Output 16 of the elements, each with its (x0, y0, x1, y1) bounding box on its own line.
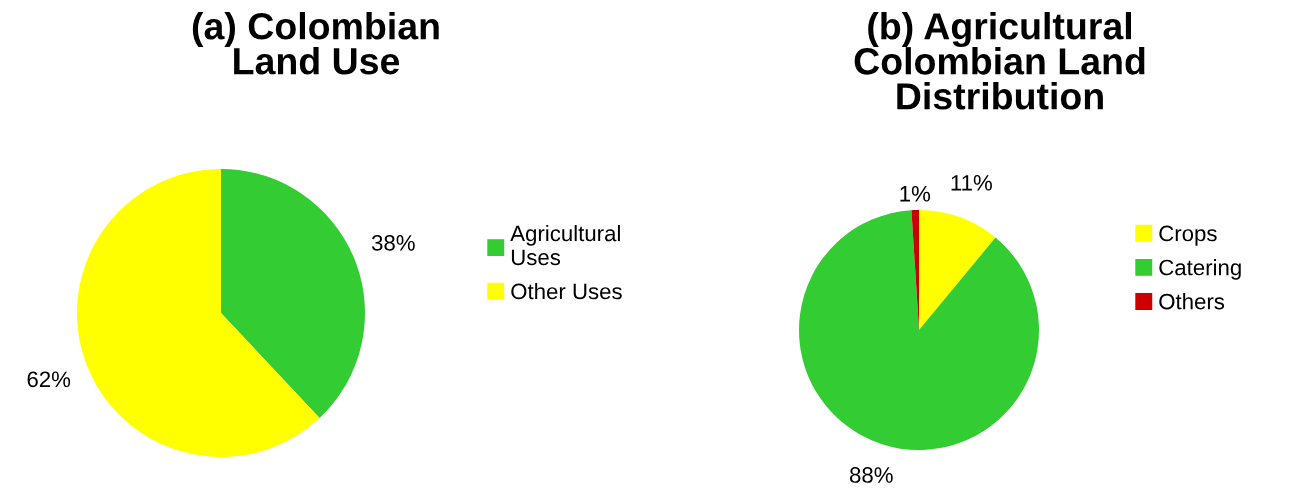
data-label: 62% (27, 371, 71, 388)
pie-slice (799, 210, 1039, 450)
legend-label: Other Uses (511, 282, 622, 300)
pie-slice (221, 169, 365, 418)
legend-label: Catering (1159, 259, 1241, 280)
data-label: 38% (371, 235, 415, 251)
pie-slice (919, 210, 996, 330)
data-label: 11% (951, 175, 992, 191)
legend-label: Others (1159, 293, 1225, 310)
pie-slice (77, 169, 320, 457)
legend-label: Crops (1159, 225, 1217, 246)
chart-title: (a) Colombian Land Use (192, 12, 439, 75)
data-label: 1% (900, 185, 931, 202)
chart-title: (b) Agricultural Colombian Land Distribution (854, 12, 1145, 110)
data-label: 88% (850, 467, 893, 483)
legend-label: Agricultural Uses (510, 225, 620, 266)
